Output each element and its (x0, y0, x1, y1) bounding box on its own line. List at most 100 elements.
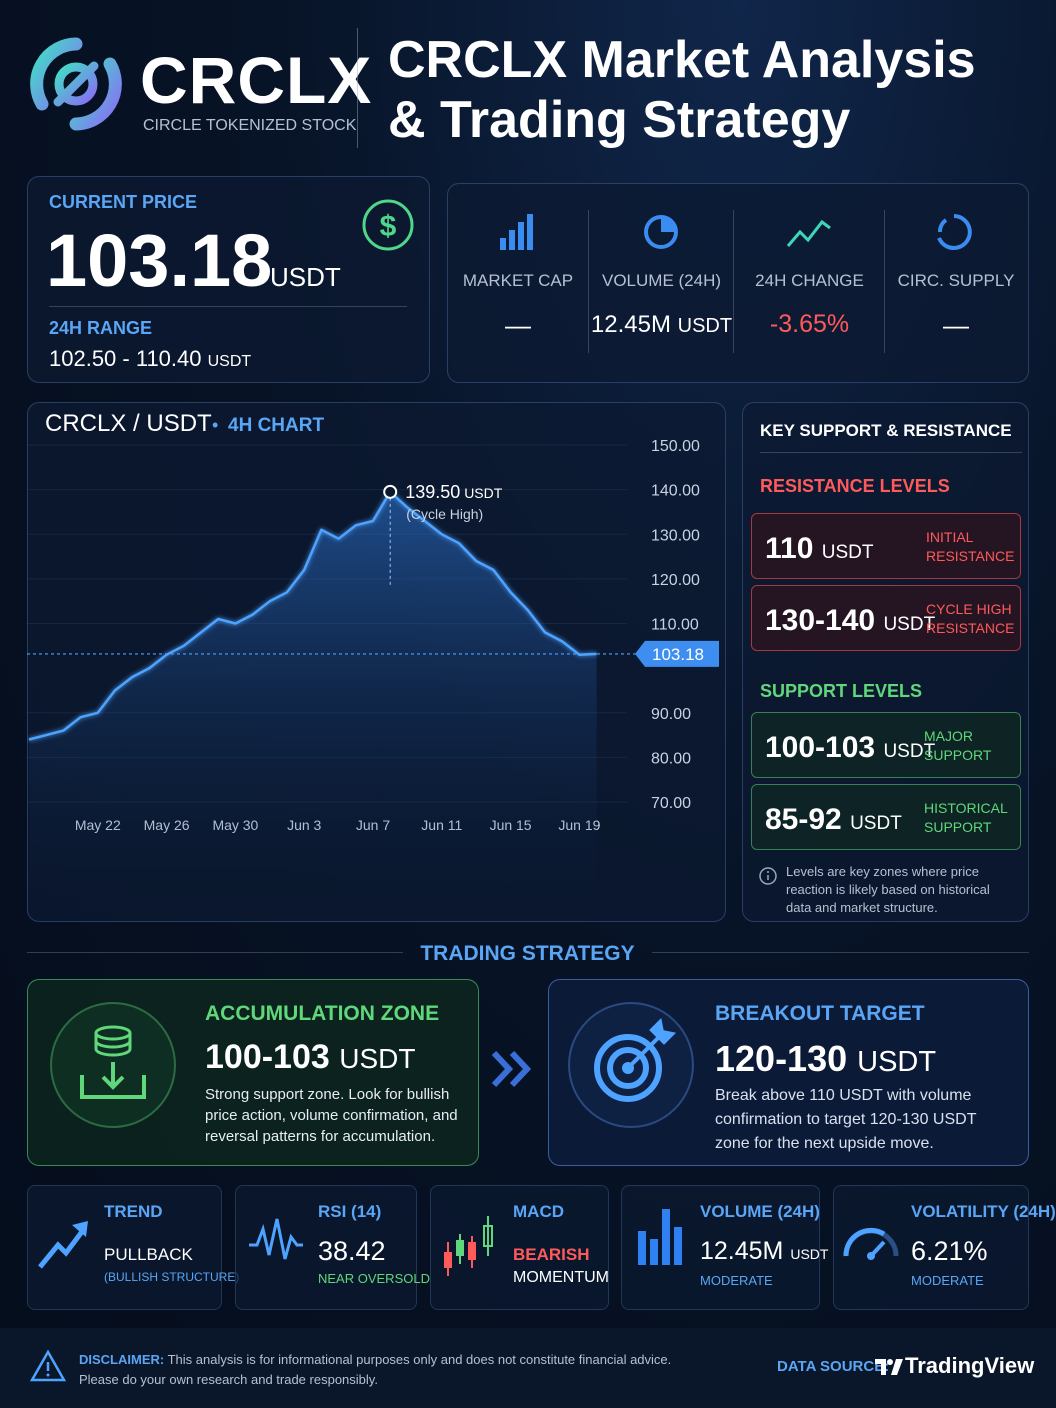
level-value: 85-92 USDT (765, 803, 902, 837)
levels-info: Levels are key zones where price reactio… (786, 864, 990, 915)
value: 100-103 (205, 1038, 330, 1076)
candle-icon (444, 1216, 493, 1276)
value: 12.45M (700, 1237, 784, 1265)
decoration (101, 1062, 125, 1090)
card-title: ACCUMULATION ZONE (205, 1002, 440, 1025)
decoration (38, 1227, 86, 1269)
unit: USDT (790, 1246, 829, 1262)
decoration (891, 1359, 903, 1375)
indicator-note: (BULLISH STRUCTURE) (104, 1270, 240, 1284)
decoration (786, 219, 831, 247)
source: TradingView (905, 1353, 1035, 1378)
trend-icon (786, 219, 831, 247)
gauge-icon (843, 1227, 899, 1260)
decoration (54, 62, 98, 106)
level-note: INITIAL RESISTANCE (926, 529, 1015, 564)
annotation-marker (383, 484, 398, 499)
decoration (72, 1221, 88, 1237)
level-box: 85-92 USDT HISTORICAL SUPPORT (751, 784, 1021, 850)
indicator-note: MODERATE (911, 1273, 984, 1288)
divider (884, 210, 885, 353)
divider (357, 28, 358, 148)
decoration (80, 1075, 146, 1099)
decoration (674, 1227, 682, 1265)
unit: USDT (883, 614, 936, 635)
stat-value: 12.45M USDT (590, 311, 733, 339)
decoration (456, 1240, 464, 1256)
decoration (607, 1047, 649, 1089)
card-text: Strong support zone. Look for bullish pr… (205, 1086, 458, 1145)
decoration (594, 1034, 662, 1102)
range-value: 102.50 - 110.40 USDT (49, 346, 251, 372)
brand-logo (30, 37, 122, 131)
brand: CRCLX (140, 43, 373, 117)
pulse-icon (249, 1218, 303, 1260)
indicator-note: NEAR OVERSOLD (318, 1271, 430, 1286)
decoration (767, 871, 769, 873)
stat-label: CIRC. SUPPLY (897, 271, 1015, 290)
label: CURRENT PRICE (49, 192, 198, 212)
source-logo (875, 1359, 903, 1375)
page-title: & Trading Strategy (388, 91, 851, 149)
y-tick-label: 90.00 (651, 706, 691, 723)
indicator-title: RSI (14) (318, 1202, 382, 1221)
decoration (46, 1373, 50, 1377)
decoration (626, 1017, 677, 1070)
decoration (69, 57, 122, 131)
bar-icon (500, 214, 533, 250)
accumulate-icon (50, 1002, 176, 1128)
chart-subtitle: 4H CHART (228, 415, 324, 436)
level-box: 110 USDT INITIAL RESISTANCE (751, 513, 1021, 579)
decoration (843, 1227, 886, 1257)
indicator-value: BEARISH (513, 1245, 590, 1264)
indicator-title: VOLUME (24H) (700, 1202, 820, 1221)
chart: CRCLX / USDT • 4H CHART 150.00 140.00 130.… (27, 410, 719, 921)
decoration (937, 214, 972, 250)
stat-label: MARKET CAP (462, 271, 574, 290)
card-value: 100-103 USDT (205, 1038, 415, 1077)
level-value: 100-103 USDT (765, 731, 935, 765)
level-note: HISTORICAL SUPPORT (924, 800, 1008, 835)
divider (588, 210, 589, 353)
source-label: DATA SOURCE: (777, 1358, 890, 1375)
indicator-note: MOMENTUM (513, 1269, 609, 1286)
unit: USDT (339, 1043, 416, 1074)
divider (760, 452, 1022, 453)
annotation-label: 139.50 (405, 482, 460, 502)
divider (733, 210, 734, 353)
support-title: SUPPORT LEVELS (760, 681, 923, 701)
unit: USDT (207, 353, 252, 370)
decoration (500, 238, 506, 250)
decoration (527, 214, 533, 250)
y-tick-label: 120.00 (651, 572, 700, 589)
indicator-value: PULLBACK (104, 1245, 193, 1264)
value: 100-103 (765, 731, 876, 764)
card-value: 120-130 USDT (715, 1038, 936, 1080)
divider (27, 952, 403, 953)
dot: • (212, 415, 218, 435)
divider (652, 952, 1029, 953)
dollar-icon: $ (362, 199, 414, 251)
decoration (362, 199, 414, 251)
trend-arrow (38, 1221, 88, 1269)
indicator-title: TREND (104, 1202, 163, 1221)
decoration (483, 1225, 493, 1247)
disclaimer: DISCLAIMER: This analysis is for informa… (79, 1350, 679, 1390)
decoration (650, 1239, 658, 1265)
decoration (661, 217, 676, 232)
strategy-title: TRADING STRATEGY (420, 942, 635, 965)
y-tick-label: 130.00 (651, 527, 700, 544)
unit: USDT (850, 813, 902, 834)
decoration (468, 1242, 476, 1260)
card-title: BREAKOUT TARGET (715, 1002, 925, 1025)
y-tick-label: 110.00 (651, 617, 699, 634)
indicator-card (235, 1185, 417, 1310)
level-value: 130-140 USDT (765, 604, 935, 638)
pie-icon (644, 215, 678, 249)
indicator-title: VOLATILITY (24H) (911, 1202, 1056, 1221)
price-card (27, 176, 430, 383)
decoration: $ (380, 210, 397, 243)
decoration (444, 1252, 452, 1268)
decoration (249, 1218, 303, 1260)
